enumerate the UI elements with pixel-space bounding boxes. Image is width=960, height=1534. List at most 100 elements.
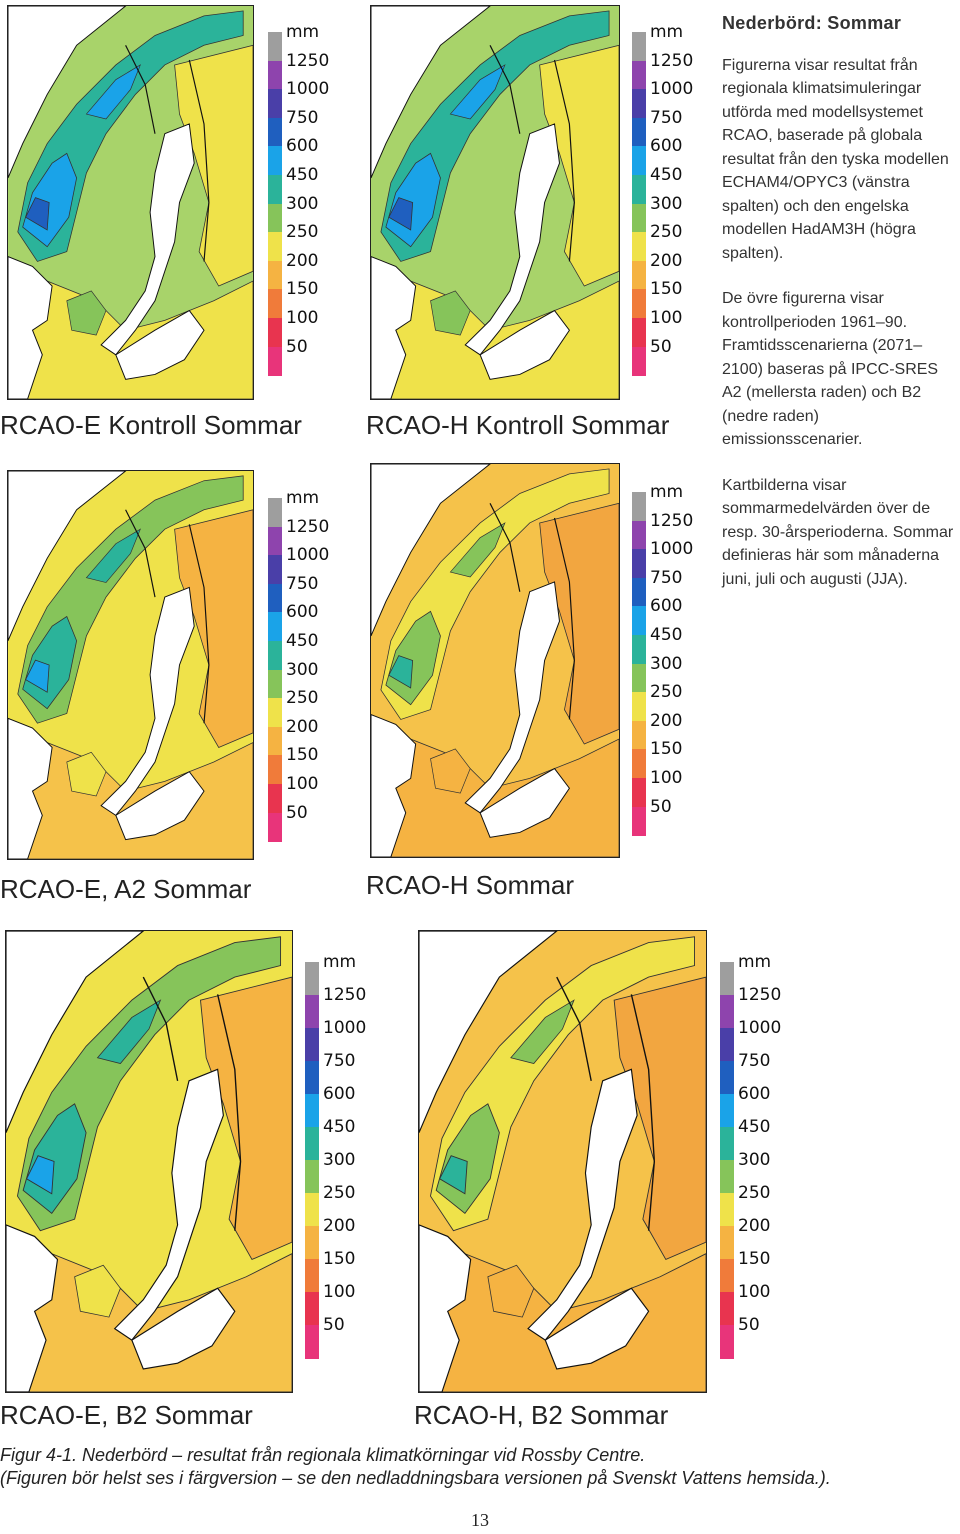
legend-swatch [268, 32, 282, 62]
map-title: RCAO-E Kontroll Sommar [0, 410, 302, 440]
figure-caption-line-1: Figur 4-1. Nederbörd – resultat från reg… [0, 1445, 646, 1465]
gulf-of-bothnia [113, 1068, 224, 1341]
legend-label: 200 [738, 1216, 771, 1236]
legend-swatch [632, 492, 646, 522]
north-sea [6, 1224, 59, 1392]
legend-swatch [268, 526, 282, 556]
legend-swatch [305, 962, 319, 996]
legend-swatch [305, 995, 319, 1029]
legend-label: 50 [286, 336, 308, 357]
wet-core-north [85, 64, 141, 120]
legend-swatch [632, 60, 646, 90]
side-paragraph-2: De övre figurerna visar kontrollperioden… [722, 290, 939, 448]
legend-swatch [268, 260, 282, 290]
wettest-core [25, 197, 50, 231]
legend-swatch [632, 806, 646, 836]
legend-swatch [305, 1325, 319, 1359]
side-paragraph-1: Figurerna visar resultat från regionala … [722, 56, 949, 262]
legend-label: 250 [650, 682, 683, 703]
mountain-band [17, 10, 244, 262]
legend-swatch [305, 1127, 319, 1161]
map-title: RCAO-E, A2 Sommar [0, 874, 252, 904]
legend-swatch [268, 698, 282, 728]
wet-core-north [510, 999, 575, 1064]
country-border [125, 45, 210, 262]
legend-swatch [720, 1028, 734, 1062]
south-sweden-patch [66, 751, 107, 797]
legend-swatch [720, 1292, 734, 1326]
baltic-sea [479, 309, 571, 380]
wettest-core [388, 655, 414, 689]
legend-label: 450 [738, 1117, 771, 1137]
gulf-of-bothnia [527, 1068, 638, 1341]
legend-unit: mm [650, 482, 684, 502]
legend-label: 200 [286, 250, 319, 271]
legend-label: 250 [286, 688, 319, 709]
baltic-sea [115, 309, 205, 380]
mountain-band [16, 936, 282, 1232]
legend-label: 250 [650, 222, 683, 243]
legend-label: 1000 [650, 79, 694, 100]
map-canvas [8, 6, 253, 399]
legend-swatch [632, 203, 646, 233]
legend-label: 1250 [323, 985, 367, 1005]
legend-swatch [632, 663, 646, 693]
legend-label: 450 [650, 625, 683, 645]
norwegian-sea [371, 6, 491, 179]
legend-label: 1250 [286, 516, 330, 537]
north-sea [371, 714, 417, 857]
gulf-of-bothnia [100, 123, 195, 356]
norwegian-sea [419, 931, 558, 1133]
map-canvas [8, 471, 253, 859]
legend-swatch [305, 1094, 319, 1128]
map-title: RCAO-H Sommar [366, 870, 575, 900]
baltic-sea [131, 1287, 236, 1370]
legend-swatch [268, 232, 282, 262]
legend-swatch [632, 260, 646, 290]
legend-swatch [632, 549, 646, 579]
map-canvas [6, 931, 292, 1392]
legend-swatch [268, 146, 282, 176]
legend-label: 50 [650, 796, 672, 817]
page-number: 13 [471, 1510, 489, 1530]
legend-label: 750 [650, 567, 683, 588]
legend-swatch [268, 812, 282, 842]
south-sweden-patch [430, 748, 471, 794]
gulf-of-bothnia [464, 581, 560, 814]
baltic-sea [544, 1287, 650, 1370]
legend-swatch [720, 1259, 734, 1293]
legend-swatch [632, 577, 646, 607]
country-border [489, 45, 575, 262]
legend-label: 150 [323, 1249, 356, 1269]
wet-core-north [85, 528, 141, 583]
legend-swatch [720, 1160, 734, 1194]
north-sea [419, 1224, 472, 1392]
side-heading: Nederbörd: Sommar [722, 13, 902, 33]
legend-swatch [632, 692, 646, 722]
map-h-a2 [370, 463, 620, 858]
legend-label: 450 [650, 165, 683, 185]
legend-swatch [268, 583, 282, 613]
legend-swatch [632, 635, 646, 665]
legend-swatch [632, 175, 646, 205]
norwegian-sea [8, 471, 127, 641]
legend-label: 750 [286, 573, 319, 594]
wettest-core [25, 659, 50, 693]
legend-label: 1000 [323, 1018, 367, 1038]
figure-caption: Figur 4-1. Nederbörd – resultat från reg… [0, 1444, 831, 1490]
mountain-band [429, 936, 695, 1232]
legend-swatch [268, 726, 282, 756]
legend-label: 750 [323, 1051, 356, 1071]
legend-swatch [720, 1193, 734, 1227]
legend-label: 200 [650, 250, 683, 271]
north-sea [8, 717, 53, 859]
country-border [556, 976, 656, 1231]
legend-label: 600 [650, 596, 683, 617]
mountain-band [17, 475, 244, 724]
legend-label: 100 [286, 774, 319, 794]
map-e-kontroll [7, 5, 254, 400]
legend-label: 300 [323, 1150, 356, 1170]
legend-swatch [632, 749, 646, 779]
wettest-core [439, 1155, 468, 1195]
north-sea [8, 256, 53, 399]
